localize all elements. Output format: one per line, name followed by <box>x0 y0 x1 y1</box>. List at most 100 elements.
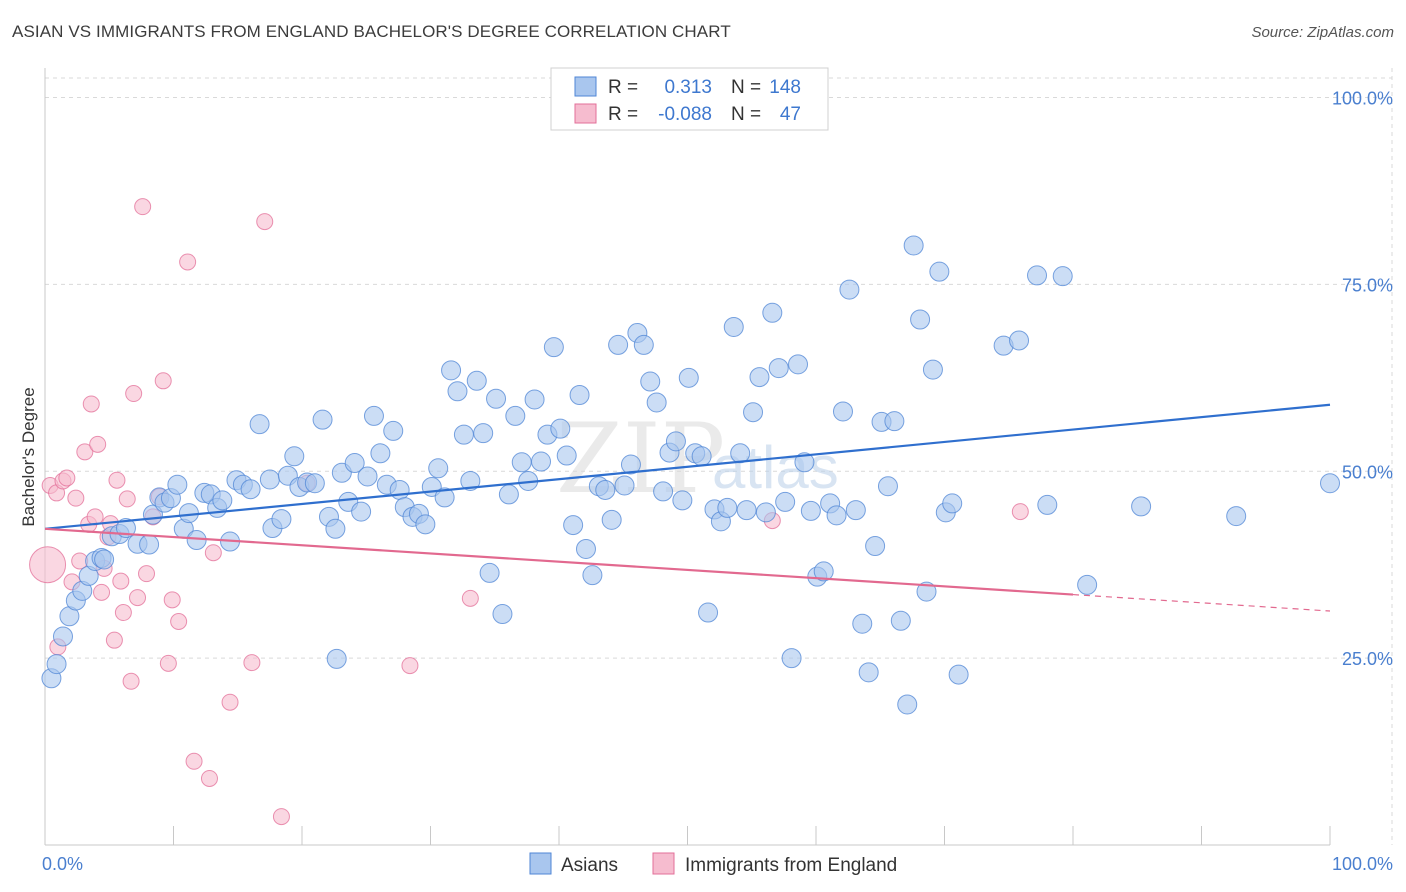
asian-point <box>877 476 898 497</box>
legend-n-value: 47 <box>780 104 801 125</box>
asian-point <box>178 503 199 524</box>
england-point <box>159 654 177 672</box>
asian-point <box>312 409 333 430</box>
asian-point <box>922 359 943 380</box>
asian-point <box>139 534 160 555</box>
asian-point <box>691 446 712 467</box>
asian-point <box>852 613 873 634</box>
england-point <box>125 385 143 403</box>
legend-r-label: R = <box>608 77 638 98</box>
y-axis-label: Bachelor's Degree <box>19 387 38 526</box>
legend-n-label: N = <box>731 104 761 125</box>
asian-point <box>601 509 622 530</box>
asian-point <box>486 388 507 409</box>
legend-swatch-england <box>652 852 675 875</box>
asian-point <box>910 309 931 330</box>
asian-point <box>531 451 552 472</box>
legend-swatch-england <box>574 103 597 124</box>
asian-point <box>511 452 532 473</box>
asian-point <box>858 662 879 683</box>
england-point <box>134 198 152 216</box>
england-point <box>163 591 181 609</box>
legend-r-value: -0.088 <box>658 104 712 125</box>
series-legend: Asians Immigrants from England <box>529 852 897 876</box>
asian-point <box>678 367 699 388</box>
x-tick-label: 0.0% <box>42 854 83 874</box>
asian-point <box>903 235 924 256</box>
england-point <box>243 654 261 672</box>
asian-point <box>794 452 815 473</box>
asian-point <box>563 515 584 536</box>
asian-point <box>284 446 305 467</box>
asian-point <box>575 538 596 559</box>
asian-point <box>813 561 834 582</box>
asian-point <box>550 418 571 439</box>
asian-point <box>781 648 802 669</box>
asian-point <box>826 505 847 526</box>
asian-point <box>259 469 280 490</box>
chart-title: ASIAN VS IMMIGRANTS FROM ENGLAND BACHELO… <box>12 22 731 41</box>
asian-point <box>948 664 969 685</box>
asian-point <box>698 602 719 623</box>
stats-legend: R = 0.313 N = 148 R = -0.088 N = 47 <box>550 67 829 131</box>
england-point <box>154 372 172 390</box>
asian-point <box>865 536 886 556</box>
asian-point <box>717 497 738 518</box>
england-point <box>138 565 156 583</box>
asian-point <box>755 502 776 523</box>
england-point <box>82 395 100 413</box>
asian-point <box>453 424 474 445</box>
legend-label-asians: Asians <box>561 855 618 876</box>
asian-point <box>325 518 346 539</box>
england-point <box>221 693 239 711</box>
england-point <box>401 657 419 675</box>
asian-point <box>736 500 757 521</box>
england-point <box>118 490 136 508</box>
asian-point <box>447 381 468 402</box>
england-point <box>200 769 218 787</box>
asian-point <box>1320 473 1340 494</box>
asian-point <box>1131 496 1152 517</box>
asian-point <box>1009 330 1030 351</box>
asian-point <box>929 261 950 282</box>
legend-n-value: 148 <box>769 77 801 98</box>
asian-point <box>357 466 378 487</box>
asian-point <box>428 458 449 479</box>
asian-point <box>569 385 590 406</box>
y-tick-label: 25.0% <box>1342 649 1393 669</box>
england-point <box>170 612 188 630</box>
asian-point <box>672 490 693 511</box>
series-asian-points <box>41 235 1340 715</box>
trend-lines <box>44 403 1331 612</box>
asian-point <box>1226 506 1247 527</box>
asian-point <box>167 474 188 495</box>
england-point <box>185 752 203 770</box>
asian-point <box>665 431 686 452</box>
asian-point <box>479 562 500 583</box>
asian-point <box>762 302 783 323</box>
trend-line-england <box>44 527 1074 596</box>
asian-point <box>46 654 67 675</box>
asian-point <box>52 626 73 647</box>
england-point <box>105 631 123 649</box>
asian-point <box>730 443 751 464</box>
legend-r-label: R = <box>608 104 638 125</box>
asian-point <box>1027 265 1048 286</box>
asian-point <box>466 370 487 391</box>
asian-point <box>460 470 481 491</box>
asian-point <box>749 367 770 388</box>
asian-point <box>839 279 860 300</box>
asian-point <box>845 500 866 521</box>
asian-point <box>473 423 494 444</box>
watermark-atlas: atlas <box>712 434 839 501</box>
asian-point <box>743 402 764 423</box>
asian-point <box>441 360 462 381</box>
england-point <box>272 808 290 826</box>
asian-point <box>498 484 519 505</box>
legend-swatch-asians <box>529 852 552 875</box>
asian-point <box>492 604 513 625</box>
source-credit: Source: ZipAtlas.com <box>1251 24 1394 41</box>
england-point <box>122 672 140 690</box>
asian-point <box>370 443 391 464</box>
